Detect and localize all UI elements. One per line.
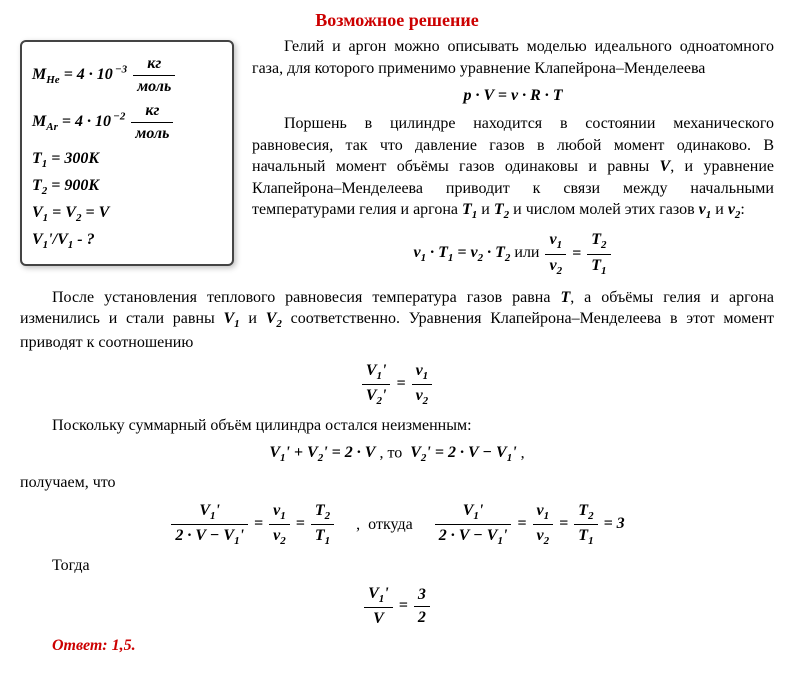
eq4-right: V2' = 2 · V − V1' [410,444,516,461]
given-m-ar: MAr = 4 · 10 −2 кгмоль [32,100,222,144]
eq4-left: V1' + V2' = 2 · V [269,444,375,461]
word-from: , откуда [356,514,413,536]
equation-derivation: V1'2 · V − V1' = ν1ν2 = T2T1 , откуда V1… [20,500,774,549]
given-t1: T1 = 300K [32,148,222,172]
equation-v-ratio: V1'V2' = ν1ν2 [20,360,774,409]
eq5-right: V1'2 · V − V1' = ν1ν2 = T2T1 = 3 [433,500,625,549]
given-t2: T2 = 900K [32,175,222,199]
paragraph-5: получаем, что [20,472,774,494]
word-or: или [514,245,539,262]
given-m-he: MHe = 4 · 10 −3 кгмоль [32,53,222,97]
given-panel: MHe = 4 · 10 −3 кгмоль MAr = 4 · 10 −2 к… [20,40,234,266]
equation-result: V1'V = 32 [20,583,774,630]
paragraph-then: Тогда [20,555,774,577]
eq2-right: ν1ν2 = T2T1 [543,245,612,262]
answer-value: 1,5. [112,637,136,654]
solution-title: Возможное решение [20,8,774,32]
equation-volume-sum: V1' + V2' = 2 · V , то V2' = 2 · V − V1'… [20,442,774,466]
word-so: , то [379,445,402,462]
given-find: V1'/V1 - ? [32,229,222,253]
answer-line: Ответ: 1,5. [20,635,774,657]
answer-label: Ответ: [52,637,108,654]
eq5-left: V1'2 · V − V1' = ν1ν2 = T2T1 [169,500,336,549]
paragraph-3: После установления теплового равновесия … [20,287,774,354]
paragraph-4: Поскольку суммарный объём цилиндра остал… [20,415,774,437]
given-v: V1 = V2 = V [32,202,222,226]
eq2-left: ν1 · T1 = ν2 · T2 [413,244,510,261]
